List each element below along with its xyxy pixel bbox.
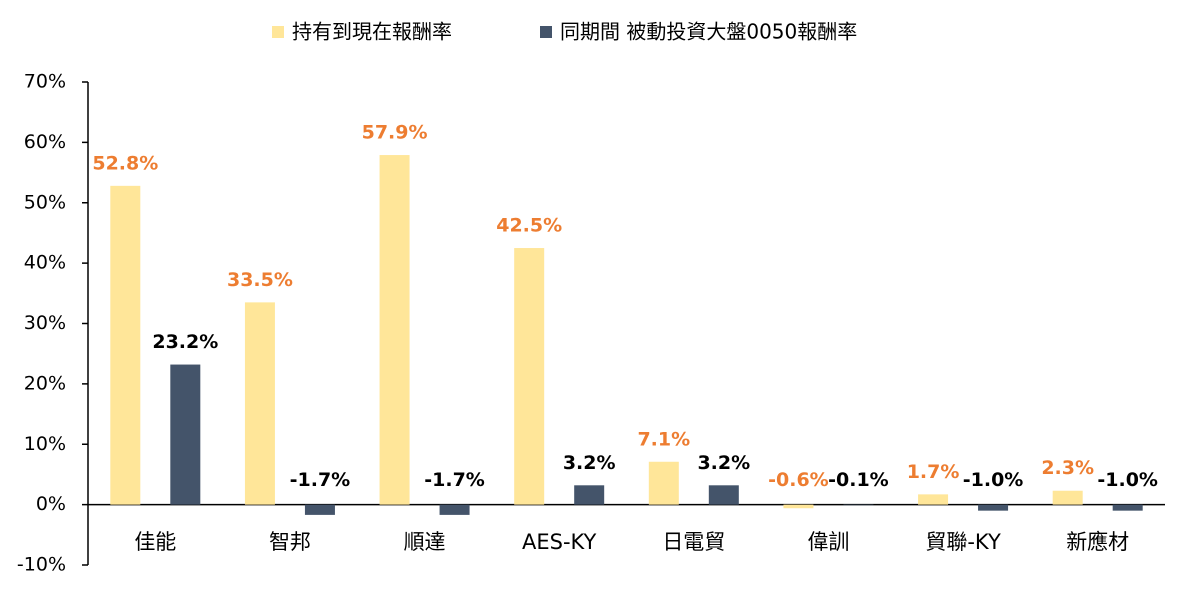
bar [1112,504,1143,511]
x-tick-label: 智邦 [269,530,311,554]
x-tick-label: 佳能 [134,530,176,554]
y-tick-label: 40% [24,252,66,274]
value-label: 42.5% [496,215,562,237]
bar [244,302,275,505]
value-label: -0.1% [828,469,889,491]
y-tick-label: 10% [24,433,66,455]
value-label: 2.3% [1041,457,1094,479]
y-tick-label: 50% [24,191,66,213]
value-label: 7.1% [637,428,690,450]
value-label: -1.0% [1097,469,1158,491]
bar [648,461,679,505]
value-label: -1.7% [290,469,351,491]
x-tick-label: AES-KY [522,530,597,554]
bar [918,494,949,505]
bar [110,185,141,505]
bar [170,364,201,505]
legend-swatch [540,26,552,38]
x-tick-label: 偉訓 [807,530,849,554]
bar [439,504,470,515]
bar [783,504,814,509]
x-tick-label: 順達 [404,530,446,554]
y-tick-label: 70% [24,71,66,93]
bar [708,485,739,505]
bar [978,504,1009,511]
y-tick-label: 0% [36,493,66,515]
y-tick-label: 30% [24,312,66,334]
bar [514,248,545,505]
value-label: 33.5% [227,269,293,291]
legend-label: 同期間 被動投資大盤0050報酬率 [560,20,857,44]
value-label: 52.8% [92,152,158,174]
legend-label: 持有到現在報酬率 [292,20,452,44]
value-label: 57.9% [362,122,428,144]
x-tick-label: 貿聯-KY [925,530,1001,554]
legend-swatch [272,26,284,38]
x-tick-label: 日電貿 [662,530,725,554]
y-tick-label: 60% [24,131,66,153]
bar [574,485,605,505]
bar [1052,490,1083,505]
value-label: -1.0% [963,469,1024,491]
value-label: -1.7% [424,469,485,491]
bar [304,504,335,515]
value-label: 23.2% [152,331,218,353]
value-label: 1.7% [907,461,960,483]
value-label: -0.6% [768,469,829,491]
bar [843,504,874,506]
y-tick-label: -10% [17,554,66,576]
bar [379,155,410,505]
value-label: 3.2% [697,452,750,474]
y-tick-label: 20% [24,372,66,394]
value-label: 3.2% [563,452,616,474]
x-tick-label: 新應材 [1066,530,1129,554]
